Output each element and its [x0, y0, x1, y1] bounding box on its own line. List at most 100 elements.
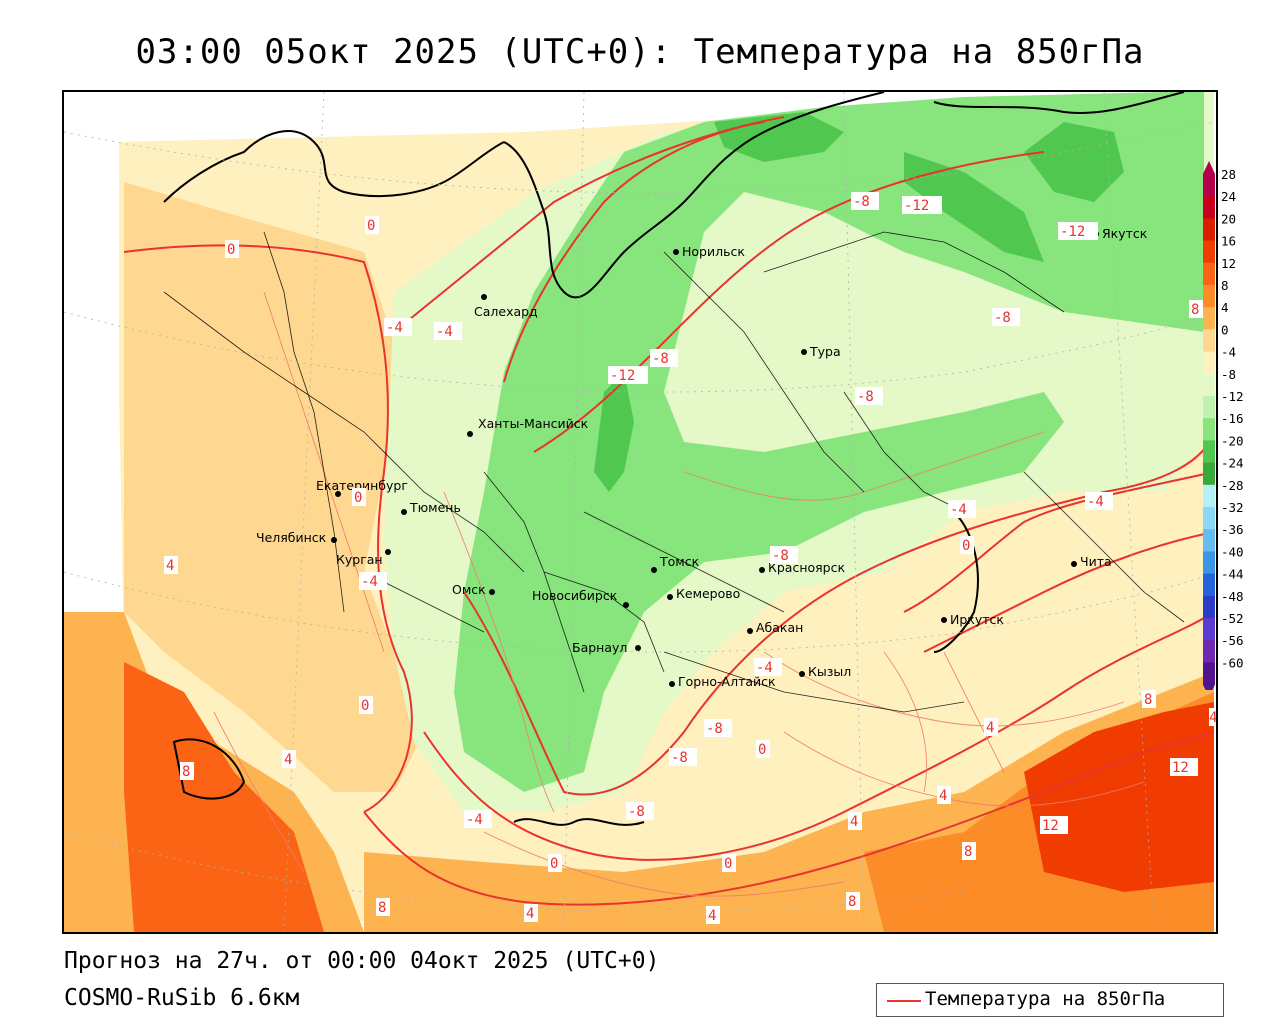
- scale-swatch: [1203, 373, 1215, 397]
- scale-tick-label: -48: [1221, 589, 1244, 604]
- scale-swatch: [1203, 196, 1215, 219]
- svg-text:8: 8: [848, 894, 856, 910]
- city-norilsk: Норильск: [673, 244, 745, 259]
- contour-label: 4: [524, 904, 538, 922]
- svg-text:4: 4: [166, 558, 174, 574]
- svg-text:Омск: Омск: [452, 582, 486, 597]
- contour-label: 0: [225, 240, 239, 258]
- contour-label: 8: [1189, 300, 1203, 318]
- scale-swatch: [1203, 640, 1215, 663]
- scale-swatch: [1203, 218, 1215, 242]
- city-tura: Тура: [801, 344, 841, 359]
- scale-tick-label: 0: [1221, 322, 1229, 337]
- scale-swatch: [1203, 507, 1215, 530]
- scale-tick-label: 28: [1221, 167, 1236, 182]
- contour-label: 8: [846, 892, 860, 910]
- svg-text:-4: -4: [950, 502, 967, 518]
- scale-tick-label: 16: [1221, 234, 1236, 249]
- contour-label: -4: [434, 322, 462, 340]
- city-tyumen: Тюмень: [401, 500, 461, 515]
- contour-label: 0: [960, 536, 974, 554]
- contour-label: 0: [359, 696, 373, 714]
- contour-label: 4: [1209, 708, 1216, 726]
- svg-text:-12: -12: [1060, 224, 1085, 240]
- svg-text:Екатеринбург: Екатеринбург: [316, 478, 408, 493]
- scale-tick-label: -28: [1221, 478, 1244, 493]
- city-yakutsk: Якутск: [1093, 226, 1148, 241]
- scale-tick-label: -36: [1221, 522, 1244, 537]
- scale-arrow-top: [1203, 161, 1215, 174]
- scale-swatch: [1203, 551, 1215, 575]
- city-irkutsk: Иркутск: [941, 612, 1004, 627]
- contour-label: 4: [937, 786, 951, 804]
- city-kurgan: Курган: [336, 549, 391, 567]
- svg-text:-4: -4: [386, 320, 403, 336]
- svg-text:-4: -4: [1087, 494, 1104, 510]
- scale-swatch: [1203, 462, 1215, 486]
- coastlines-borders: [163, 92, 1185, 826]
- scale-swatch: [1203, 307, 1215, 330]
- contour-label: -12: [1058, 222, 1098, 240]
- scale-tick-label: 12: [1221, 256, 1236, 271]
- isotherm-contours: [123, 116, 1215, 906]
- svg-text:0: 0: [550, 856, 558, 872]
- contour-label: 4: [984, 718, 998, 736]
- scale-tick-label: -20: [1221, 433, 1244, 448]
- scale-tick-label: -52: [1221, 611, 1244, 626]
- scale-tick-label: -56: [1221, 633, 1244, 648]
- city-tomsk: Томск: [651, 554, 700, 573]
- scale-arrow-bottom: [1203, 684, 1215, 698]
- svg-text:Якутск: Якутск: [1102, 226, 1148, 241]
- contour-label: -4: [464, 810, 492, 828]
- svg-text:-4: -4: [361, 574, 378, 590]
- contour-label: 12: [1040, 816, 1068, 834]
- scale-tick-label: 8: [1221, 278, 1229, 293]
- svg-text:Ханты-Мансийск: Ханты-Мансийск: [478, 416, 589, 431]
- svg-text:-8: -8: [772, 548, 789, 564]
- svg-text:Салехард: Салехард: [474, 304, 538, 319]
- scale-swatch: [1203, 285, 1215, 308]
- city-novosibirsk: Новосибирск: [532, 588, 629, 608]
- scale-tick-label: -4: [1221, 345, 1236, 360]
- city-chelyabinsk: Челябинск: [256, 530, 337, 545]
- color-scale: 28 24 20 16 12 8 4 0 -4 -8 -12 -16 -20 -24 -28 -32 -36 -4…: [1200, 160, 1280, 698]
- contour-label: -4: [359, 572, 387, 590]
- svg-text:Тюмень: Тюмень: [409, 500, 461, 515]
- contour-label: -8: [992, 308, 1020, 326]
- svg-text:0: 0: [758, 742, 766, 758]
- city-omsk: Омск: [452, 582, 495, 597]
- contour-label: -8: [851, 192, 879, 210]
- svg-text:4: 4: [526, 906, 534, 922]
- svg-text:-8: -8: [671, 750, 688, 766]
- svg-text:4: 4: [939, 788, 947, 804]
- city-chita: Чита: [1071, 554, 1112, 569]
- scale-tick-label: -44: [1221, 567, 1244, 582]
- scale-swatch: [1203, 573, 1215, 597]
- svg-text:8: 8: [1191, 302, 1199, 318]
- svg-text:0: 0: [354, 490, 362, 506]
- scale-swatch: [1203, 662, 1215, 686]
- contour-label: -8: [650, 349, 678, 367]
- contour-label: -4: [948, 500, 976, 518]
- contour-label: 0: [352, 488, 366, 506]
- svg-text:Иркутск: Иркутск: [950, 612, 1004, 627]
- contour-label: 8: [1142, 690, 1156, 708]
- svg-text:8: 8: [1144, 692, 1152, 708]
- scale-swatch: [1203, 174, 1215, 197]
- contour-label: -12: [608, 366, 648, 384]
- scale-tick-label: -32: [1221, 500, 1244, 515]
- temperature-zone-hot-southeast: [1024, 702, 1214, 892]
- map-canvas: Норильск Якутск Салехард Тура Ханты-Манс…: [64, 92, 1216, 932]
- city-gorno-altaysk: Горно-Алтайск: [669, 674, 776, 689]
- svg-text:-8: -8: [853, 194, 870, 210]
- svg-text:4: 4: [986, 720, 994, 736]
- scale-tick-label: -12: [1221, 389, 1244, 404]
- svg-text:-8: -8: [706, 721, 723, 737]
- scale-tick-label: -8: [1221, 367, 1236, 382]
- svg-text:Кызыл: Кызыл: [808, 664, 851, 679]
- scale-swatch: [1203, 484, 1215, 508]
- contour-label: 0: [365, 216, 379, 234]
- scale-tick-label: -60: [1221, 655, 1244, 670]
- svg-text:4: 4: [850, 814, 858, 830]
- svg-text:-12: -12: [904, 198, 929, 214]
